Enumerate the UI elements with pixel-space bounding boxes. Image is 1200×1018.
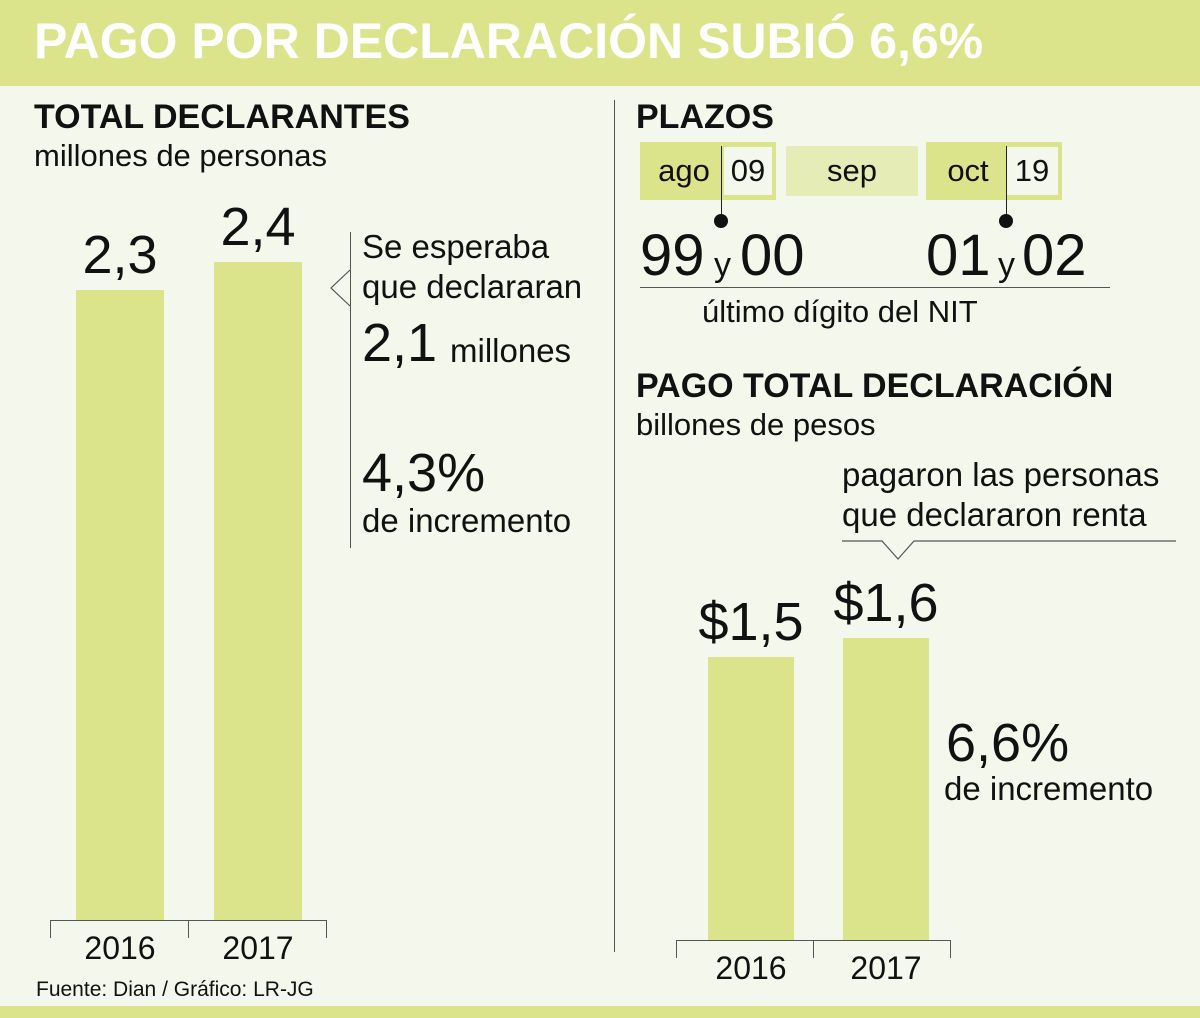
declarantes-value-label-2016: 2,3 [82, 224, 158, 285]
declarantes-x-label-2017: 2017 [222, 930, 294, 966]
panel-divider [614, 100, 615, 952]
pago-value-label-2016: $1,5 [698, 591, 804, 652]
nit-start-a: 99 [640, 223, 705, 288]
declarantes-x-label-2016: 2016 [84, 930, 156, 966]
pago-tick-2 [950, 940, 951, 958]
pago-x-label-2016: 2016 [715, 950, 787, 986]
declarantes-subtitle: millones de personas [34, 138, 327, 173]
pago-note-pointer [842, 540, 1176, 560]
declarantes-expected-value: 2,1 [362, 313, 438, 373]
plazo-ago-day: 09 [724, 147, 772, 195]
plazo-oct-day: 19 [1006, 147, 1058, 195]
plazo-ago: ago 09 [640, 142, 776, 200]
plazo-oct: oct 19 [926, 142, 1062, 200]
plazo-ago-month: ago [658, 153, 710, 188]
nit-end-b: 02 [1022, 223, 1087, 288]
pago-bar-2017 [843, 637, 929, 940]
pago-bar-2016 [708, 656, 794, 940]
plazo-ago-pointer [721, 146, 722, 222]
plazo-oct-pointer [1006, 146, 1007, 222]
declarantes-bracket-line [350, 232, 351, 548]
plazo-sep-month: sep [827, 153, 877, 188]
declarantes-tick-0 [50, 920, 51, 938]
declarantes-bracket-pointer [330, 269, 351, 307]
pago-increase-value: 6,6% [946, 713, 1070, 773]
plazo-sep: sep [786, 146, 918, 196]
plazo-oct-dot [999, 214, 1013, 228]
declarantes-expected-unit: millones [450, 332, 572, 369]
pago-title: PAGO TOTAL DECLARACIÓN [636, 367, 1114, 405]
pago-tick-0 [676, 940, 677, 958]
source-credit: Fuente: Dian / Gráfico: LR-JG [36, 978, 314, 1001]
plazo-ago-dot [714, 214, 728, 228]
header-band [0, 0, 1200, 86]
pago-increase-label: de incremento [944, 770, 1154, 807]
nit-start-b: 00 [740, 223, 805, 288]
nit-start-y: y [714, 246, 731, 284]
nit-label: último dígito del NIT [702, 294, 978, 329]
declarantes-bar-2017 [214, 262, 302, 920]
declarantes-tick-1 [188, 920, 189, 938]
pago-note-line2: que declararon renta [842, 496, 1147, 533]
pago-x-label-2017: 2017 [850, 950, 922, 986]
pago-value-label-2017: $1,6 [833, 572, 939, 633]
pago-note-line1: pagaron las personas [842, 456, 1160, 493]
declarantes-increase-value: 4,3% [362, 443, 486, 503]
nit-end-a: 01 [926, 223, 991, 288]
declarantes-note-line2: que declararan [362, 268, 583, 305]
declarantes-tick-2 [326, 920, 327, 938]
plazo-oct-month: oct [947, 153, 989, 188]
declarantes-title: TOTAL DECLARANTES [34, 98, 410, 136]
nit-end-y: y [998, 246, 1015, 284]
declarantes-value-label-2017: 2,4 [220, 197, 296, 258]
footer-band [0, 1006, 1200, 1018]
page-title: PAGO POR DECLARACIÓN SUBIÓ 6,6% [34, 13, 984, 69]
declarantes-increase-label: de incremento [362, 502, 572, 539]
nit-rule [640, 287, 1110, 288]
plazos-title: PLAZOS [636, 98, 774, 136]
pago-subtitle: billones de pesos [636, 407, 876, 442]
declarantes-bar-2016 [76, 289, 164, 920]
declarantes-note-line1: Se esperaba [362, 228, 550, 265]
pago-tick-1 [813, 940, 814, 958]
